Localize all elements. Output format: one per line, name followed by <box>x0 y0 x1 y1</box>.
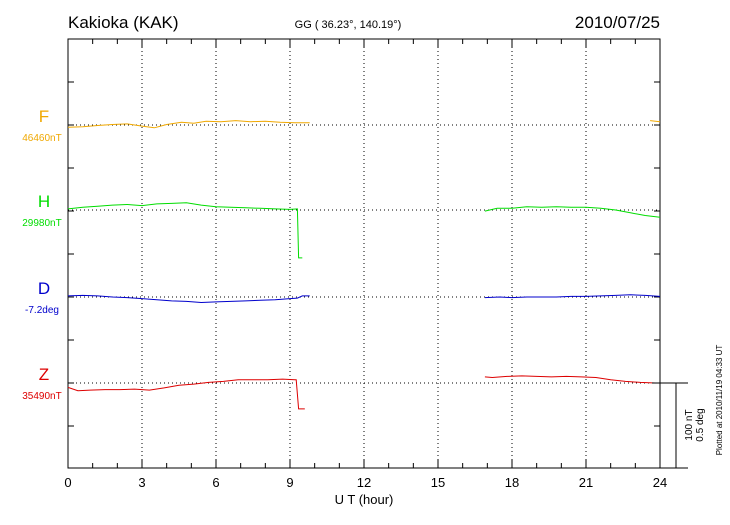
x-tick-label: 15 <box>431 475 445 490</box>
series-baseline-h: 29980nT <box>22 218 61 229</box>
chart-marks: 0 3 6 9 12 15 18 21 24 F 46460nT H 29980nT D -7.2deg Z 3… <box>22 38 706 490</box>
x-tick-label: 6 <box>212 475 219 490</box>
x-tick-label: 21 <box>579 475 593 490</box>
x-tick-label: 3 <box>138 475 145 490</box>
series-letter-h: H <box>38 192 50 211</box>
series-line-f-late <box>650 120 661 123</box>
date-title: 2010/07/25 <box>575 13 660 32</box>
series-letter-d: D <box>38 279 50 298</box>
x-tick-label: 24 <box>653 475 667 490</box>
series-line-h <box>67 202 303 259</box>
plotted-timestamp: Plotted at 2010/11/19 04:33 UT <box>715 345 724 456</box>
station-title: Kakioka (KAK) <box>68 13 179 32</box>
scale-bar-label-nt: 100 nT <box>684 409 695 440</box>
x-tick-label: 9 <box>286 475 293 490</box>
station-coordinates: GG ( 36.23°, 140.19°) <box>295 19 402 31</box>
x-tick-label: 18 <box>505 475 519 490</box>
series-line-d-late <box>484 294 661 299</box>
series-baseline-z: 35490nT <box>22 391 61 402</box>
series-letter-z: Z <box>39 365 49 384</box>
series-baseline-d: -7.2deg <box>25 305 59 316</box>
series-letter-f: F <box>39 107 49 126</box>
series-line-z-late <box>484 375 660 384</box>
x-tick-label: 0 <box>64 475 71 490</box>
x-tick-label: 12 <box>357 475 371 490</box>
series-line-f <box>67 120 310 129</box>
series-line-h-late <box>484 206 661 218</box>
series-line-d <box>67 294 310 304</box>
series-baseline-f: 46460nT <box>22 133 61 144</box>
x-axis-label: U T (hour) <box>335 492 394 507</box>
scale-bar-label-deg: 0.5 deg <box>695 408 706 441</box>
series-line-z <box>67 378 305 410</box>
